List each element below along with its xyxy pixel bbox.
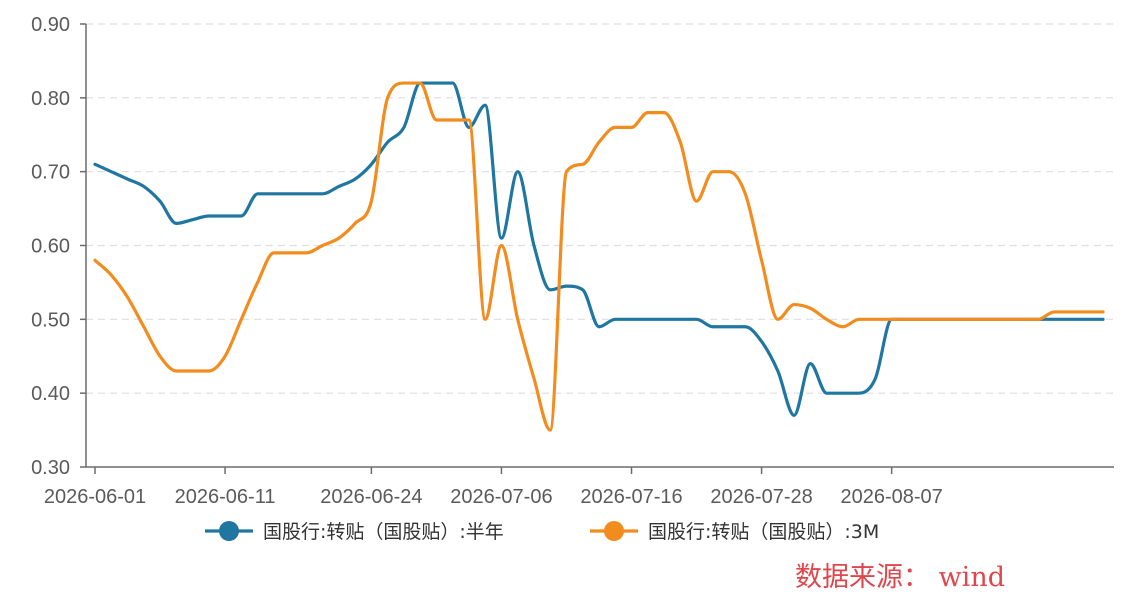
axes bbox=[85, 24, 1114, 468]
x-tick-label: 2026-06-11 bbox=[175, 486, 276, 508]
x-tick-label: 2026-08-07 bbox=[840, 486, 942, 508]
x-tick-label: 2026-07-28 bbox=[710, 486, 812, 508]
x-tick-label: 2026-07-16 bbox=[580, 486, 682, 508]
legend-item-3m[interactable]: 国股行:转贴（国股贴）:3M bbox=[590, 521, 879, 543]
series-lines bbox=[93, 81, 1105, 432]
data-source-note: 数据来源： wind bbox=[795, 562, 1005, 593]
y-tick-label: 0.50 bbox=[31, 309, 70, 331]
x-tick-label: 2026-07-06 bbox=[450, 486, 552, 508]
y-tick-label: 0.30 bbox=[31, 457, 70, 479]
y-tick-label: 0.90 bbox=[31, 14, 70, 36]
legend-item-half-year[interactable]: 国股行:转贴（国股贴）:半年 bbox=[205, 521, 504, 543]
legend-label: 国股行:转贴（国股贴）:半年 bbox=[263, 521, 504, 543]
grid-lines bbox=[86, 23, 1114, 394]
x-tick-label: 2026-06-01 bbox=[44, 486, 146, 508]
y-tick-label: 0.60 bbox=[31, 236, 70, 258]
y-tick-label: 0.40 bbox=[31, 383, 70, 405]
y-tick-label: 0.80 bbox=[31, 88, 70, 110]
legend-dot-marker bbox=[604, 521, 624, 541]
y-tick-label: 0.70 bbox=[31, 162, 70, 184]
legend-dot-marker bbox=[219, 521, 239, 541]
legend-label: 国股行:转贴（国股贴）:3M bbox=[648, 521, 879, 543]
x-axis-ticks: 2026-06-01 2026-06-11 2026-06-24 2026-07-06… bbox=[44, 467, 943, 508]
series-line-half-year bbox=[93, 81, 1105, 417]
y-axis-ticks: 0.30 0.40 0.50 0.60 0.70 0.80 0.90 bbox=[31, 14, 86, 479]
series-line-3m bbox=[93, 81, 1105, 432]
x-tick-label: 2026-06-24 bbox=[320, 486, 422, 508]
legend[interactable]: 国股行:转贴（国股贴）:半年 国股行:转贴（国股贴）:3M bbox=[205, 521, 879, 543]
